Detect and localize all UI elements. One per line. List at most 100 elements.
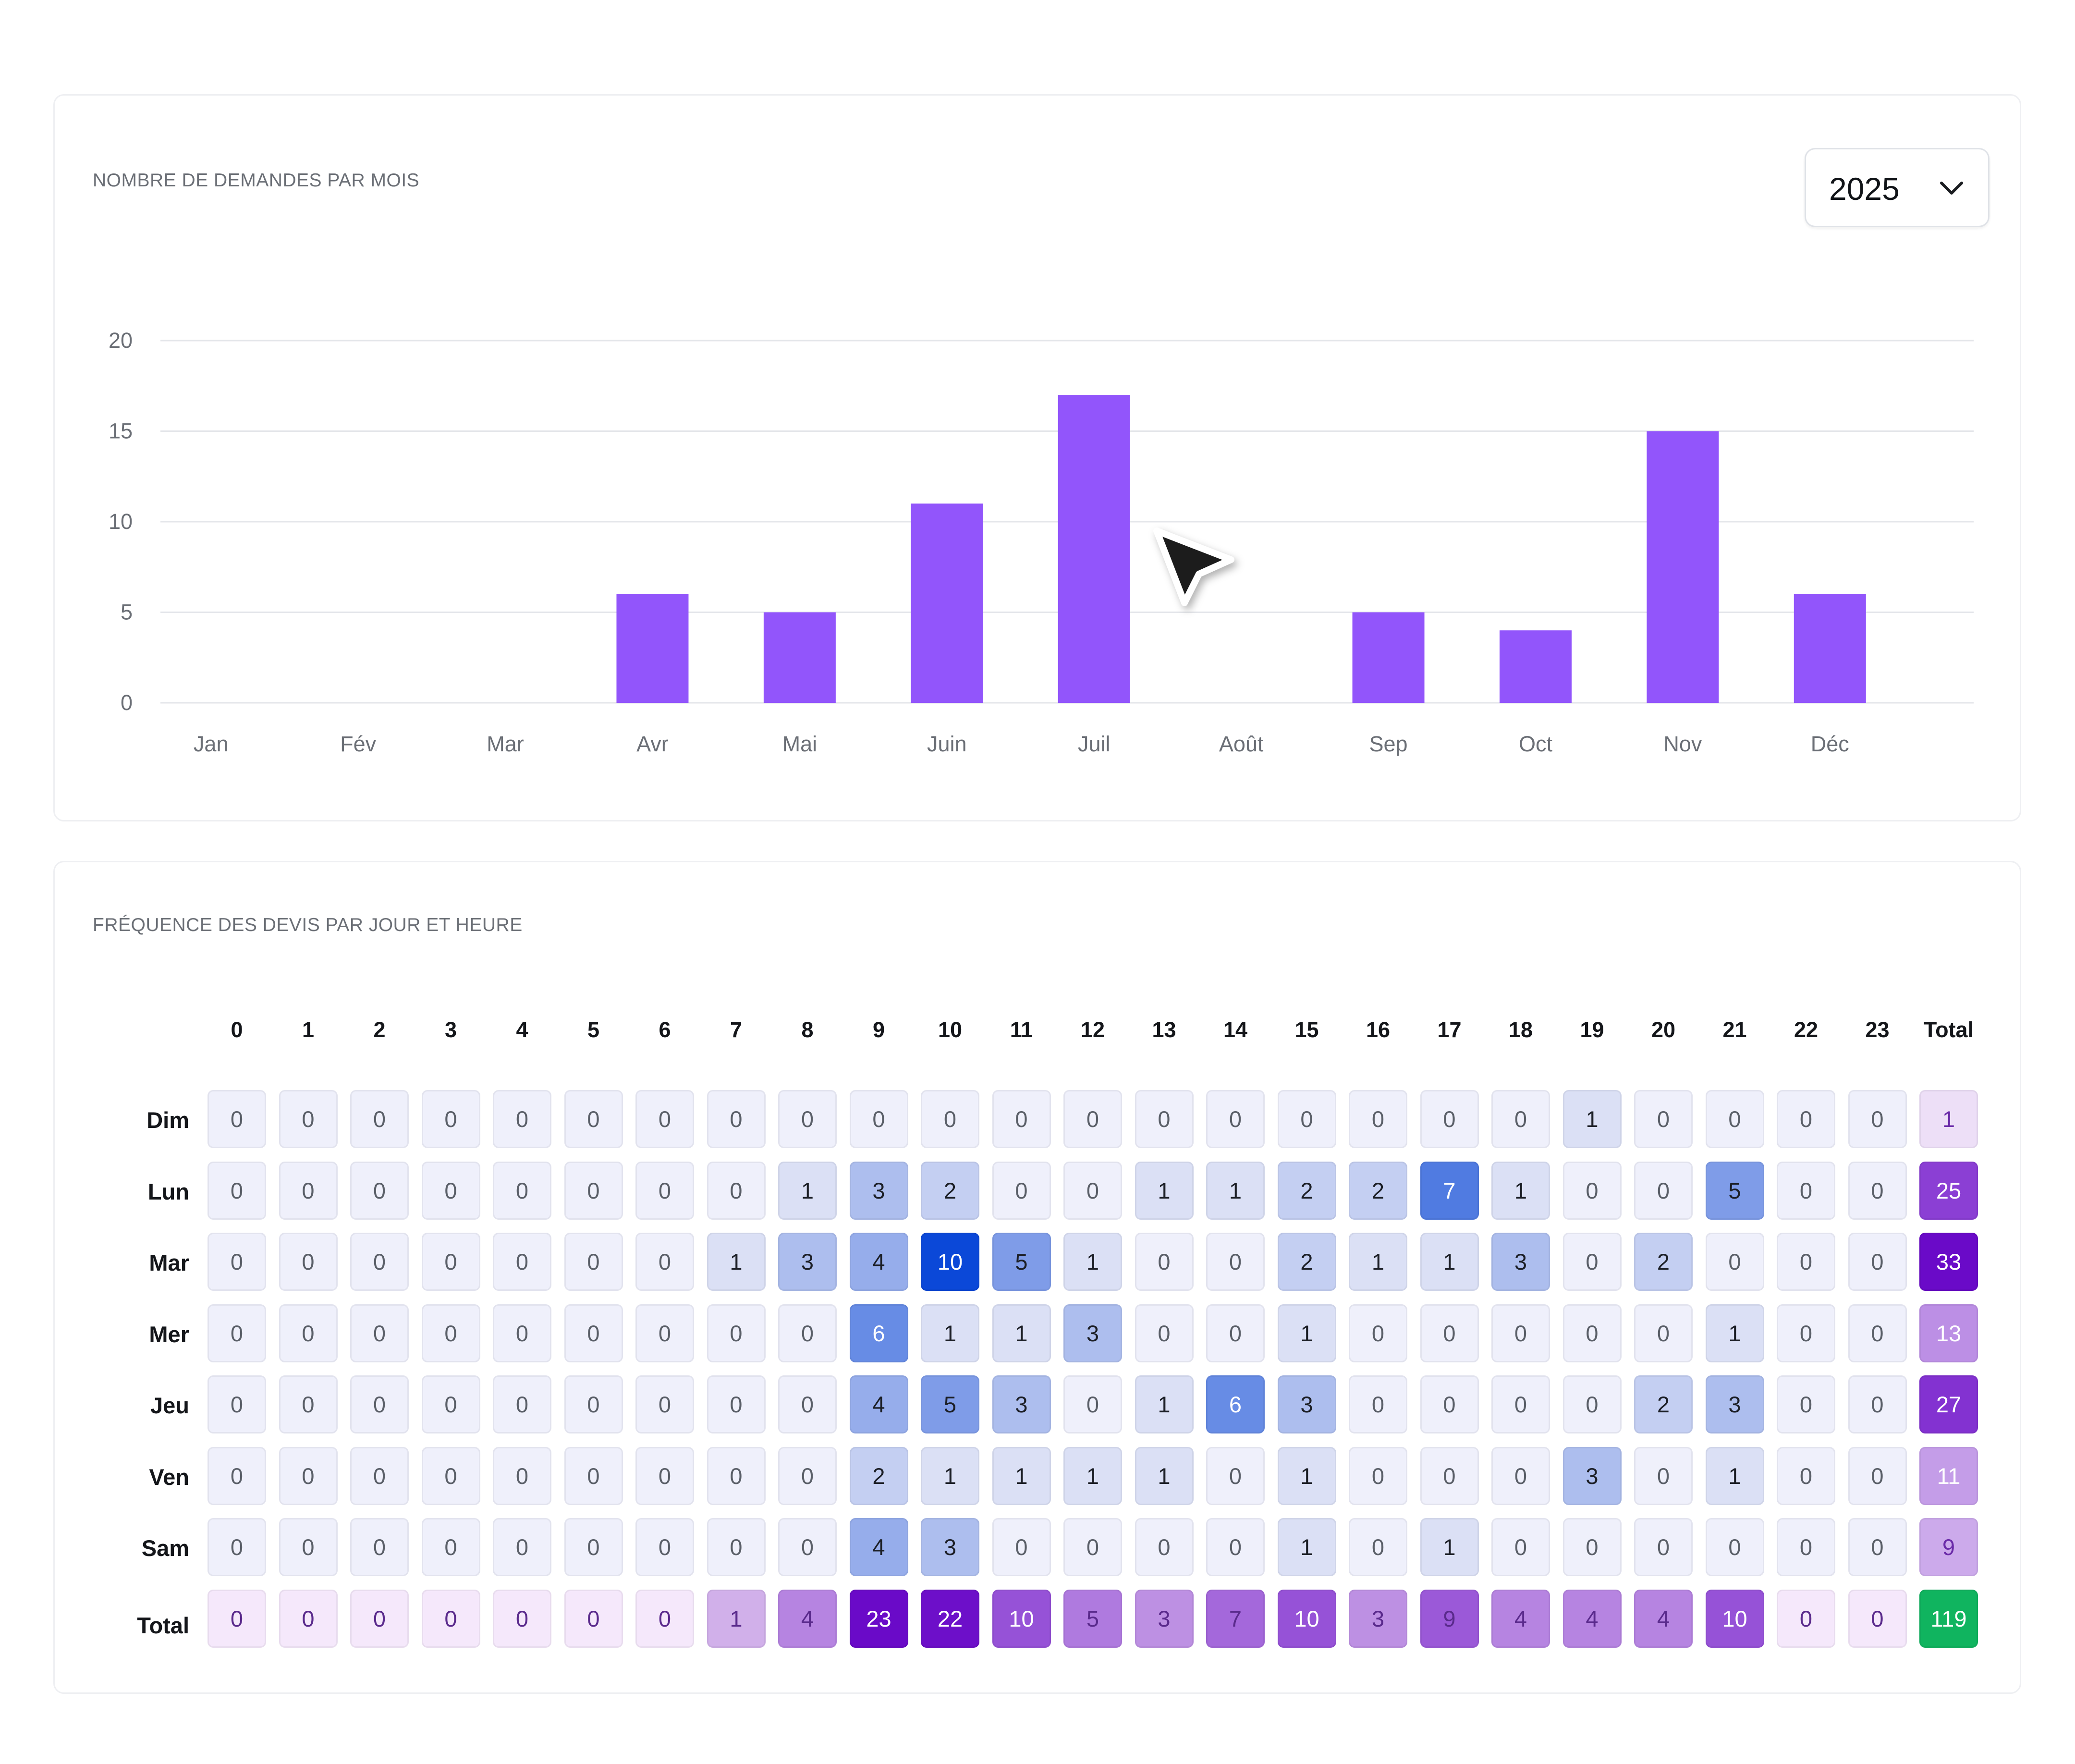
- heat-cell: 0: [1562, 1233, 1622, 1291]
- column-total-cell: 0: [208, 1589, 266, 1648]
- bar-sep: [1352, 612, 1425, 703]
- heat-cell: 4: [849, 1375, 908, 1433]
- heat-cell: 0: [493, 1375, 551, 1433]
- heatmap-title: FRÉQUENCE DES DEVIS PAR JOUR ET HEURE: [93, 915, 523, 935]
- heat-cell: 0: [1705, 1233, 1764, 1291]
- column-total-cell: 0: [1848, 1589, 1907, 1648]
- column-total-cell: 1: [707, 1589, 766, 1648]
- heat-cell: 0: [1562, 1304, 1622, 1362]
- heat-cell: 0: [992, 1161, 1051, 1220]
- heat-cell: 0: [921, 1090, 979, 1148]
- heat-cell: 3: [778, 1233, 837, 1291]
- column-total-cell: 23: [849, 1589, 908, 1648]
- monthly-bar-chart: 0 5 10 15 20 Jan Fév Mar Avr Mai Juin Juil Août Sep Oc…: [109, 328, 1974, 756]
- day-label: Ven: [149, 1464, 189, 1490]
- heat-cell: 0: [279, 1161, 338, 1220]
- heat-cell: 1: [1063, 1233, 1122, 1291]
- heat-cell: 0: [635, 1375, 694, 1433]
- heat-cell: 0: [208, 1233, 266, 1291]
- heat-cell: 0: [493, 1304, 551, 1362]
- heat-cell: 0: [1777, 1233, 1835, 1291]
- heat-cell: 0: [350, 1518, 409, 1576]
- heat-cell: 0: [1848, 1446, 1907, 1505]
- hour-header: 7: [730, 1017, 743, 1042]
- day-label: Lun: [147, 1178, 189, 1204]
- day-label: Jeu: [150, 1393, 189, 1418]
- day-label: Mer: [149, 1321, 189, 1347]
- heat-cell: 3: [1063, 1304, 1122, 1362]
- column-total-cell: 4: [1634, 1589, 1693, 1648]
- heat-cell: 0: [707, 1090, 766, 1148]
- heat-cell: 0: [778, 1304, 837, 1362]
- heat-cell: 0: [421, 1446, 480, 1505]
- column-total-cell: 10: [992, 1589, 1051, 1648]
- heat-cell: 0: [1777, 1304, 1835, 1362]
- heat-cell: 0: [1777, 1375, 1835, 1433]
- heat-cell: 0: [778, 1446, 837, 1505]
- heat-cell: 0: [1491, 1446, 1550, 1505]
- column-total-cell: 0: [279, 1589, 338, 1648]
- heat-cell: 0: [635, 1304, 694, 1362]
- heat-cell: 0: [1063, 1375, 1122, 1433]
- heat-cell: 0: [1420, 1304, 1479, 1362]
- heat-cell: 0: [208, 1375, 266, 1433]
- column-total-cell: 0: [564, 1589, 623, 1648]
- y-tick-label: 15: [109, 419, 133, 443]
- heat-cell: 0: [1206, 1518, 1265, 1576]
- heat-cell: 1: [1135, 1161, 1194, 1220]
- heat-cell: 0: [350, 1090, 409, 1148]
- hour-header: 22: [1794, 1017, 1819, 1042]
- day-label: Sam: [141, 1535, 189, 1561]
- heat-cell: 0: [1135, 1304, 1194, 1362]
- heat-cell: 0: [1705, 1518, 1764, 1576]
- mouse-cursor-icon: [1153, 527, 1234, 606]
- x-tick-label: Sep: [1369, 732, 1408, 756]
- heat-cell: 0: [279, 1375, 338, 1433]
- heat-cell: 0: [1634, 1090, 1693, 1148]
- heat-cell: 1: [1420, 1233, 1479, 1291]
- heat-cell: 5: [921, 1375, 979, 1433]
- heat-cell: 1: [1705, 1446, 1764, 1505]
- heat-cell: 0: [279, 1446, 338, 1505]
- y-tick-label: 5: [121, 600, 133, 625]
- heat-cell: 0: [564, 1304, 623, 1362]
- row-total-cell: 9: [1919, 1518, 1978, 1576]
- year-select[interactable]: 2025: [1805, 148, 1990, 227]
- heat-cell: 5: [992, 1233, 1051, 1291]
- y-tick-label: 20: [109, 328, 133, 353]
- row-total-cell: 1: [1919, 1090, 1978, 1148]
- day-label: Dim: [146, 1107, 189, 1133]
- hour-header: 21: [1722, 1017, 1747, 1042]
- heat-cell: 0: [1777, 1518, 1835, 1576]
- bar-mai: [763, 612, 836, 703]
- heat-cell: 0: [992, 1090, 1051, 1148]
- heat-cell: 0: [279, 1090, 338, 1148]
- x-tick-label: Juil: [1078, 732, 1111, 756]
- heat-cell: 1: [1349, 1233, 1407, 1291]
- bar-nov: [1647, 431, 1719, 703]
- heat-cell: 0: [279, 1518, 338, 1576]
- heat-cell: 0: [707, 1446, 766, 1505]
- hour-header: 11: [1010, 1017, 1033, 1042]
- hour-header: 4: [516, 1017, 528, 1042]
- heat-cell: 0: [1491, 1090, 1550, 1148]
- x-tick-label: Avr: [636, 732, 669, 756]
- heat-cell: 0: [1777, 1161, 1835, 1220]
- heat-cell: 0: [564, 1446, 623, 1505]
- heat-cell: 1: [1063, 1446, 1122, 1505]
- heat-cell: 0: [1634, 1161, 1693, 1220]
- row-total-cell: 13: [1919, 1304, 1978, 1362]
- heat-cell: 0: [493, 1446, 551, 1505]
- heat-cell: 0: [635, 1233, 694, 1291]
- hour-header: 10: [938, 1017, 963, 1042]
- column-total-cell: 0: [493, 1589, 551, 1648]
- heat-cell: 2: [1277, 1161, 1336, 1220]
- heat-cell: 0: [1777, 1090, 1835, 1148]
- heat-cell: 0: [635, 1090, 694, 1148]
- heat-cell: 0: [1420, 1446, 1479, 1505]
- bar-déc: [1794, 594, 1866, 703]
- heat-cell: 0: [1491, 1375, 1550, 1433]
- heat-cell: 0: [1420, 1375, 1479, 1433]
- row-total-cell: 25: [1919, 1161, 1978, 1220]
- y-tick-label: 0: [121, 690, 133, 715]
